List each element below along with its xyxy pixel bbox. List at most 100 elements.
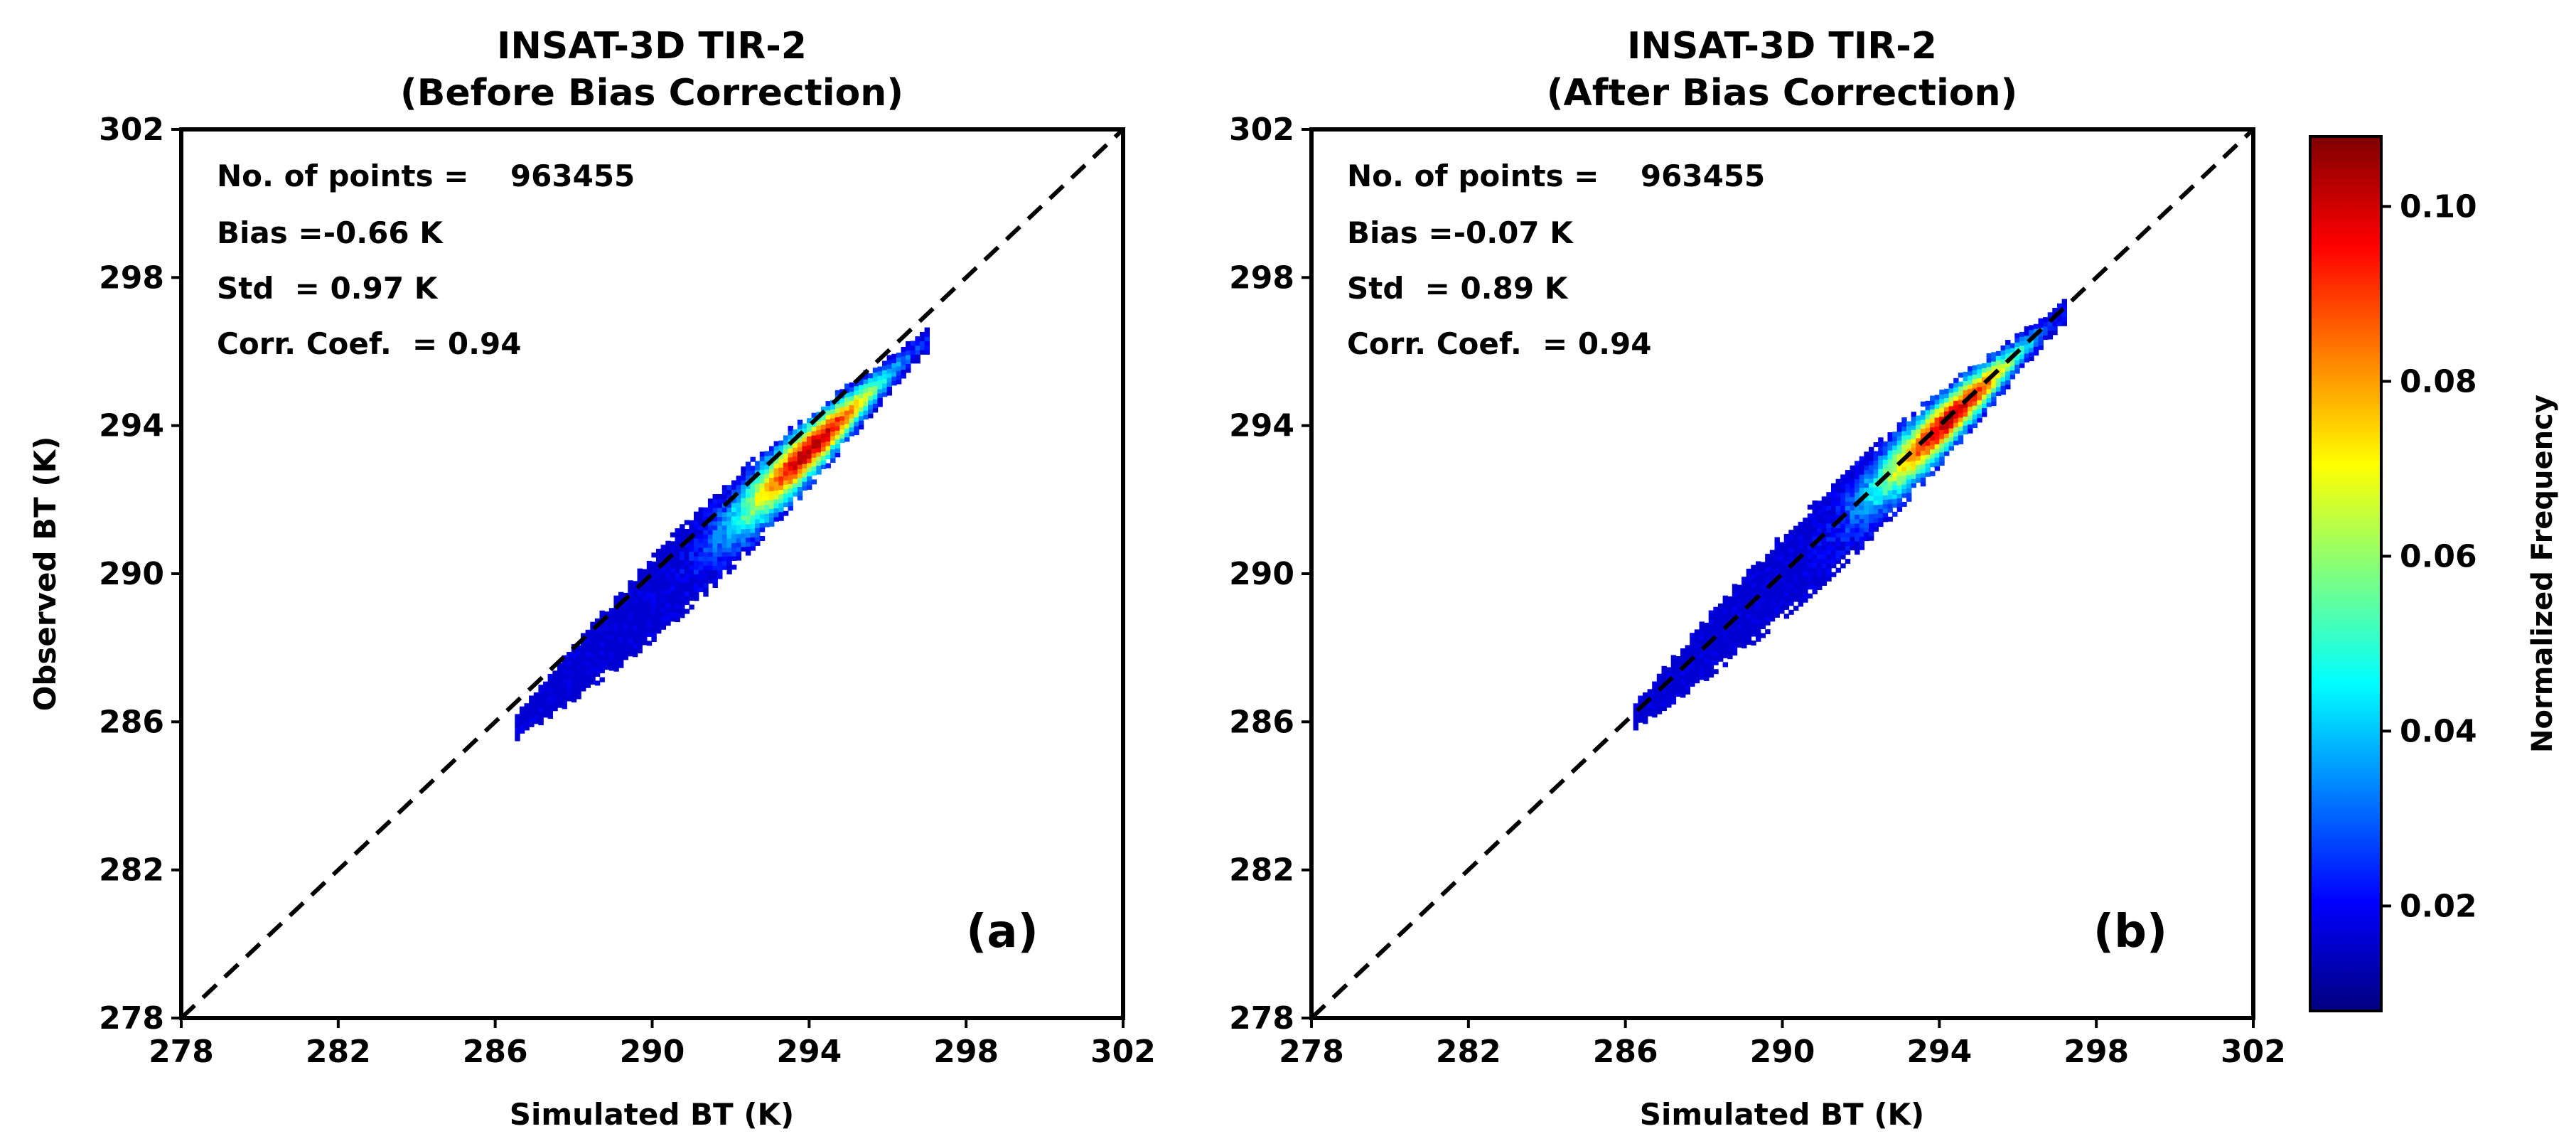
heatmap-cell (1934, 395, 1941, 400)
heatmap-cell (1982, 403, 1987, 409)
heatmap-cell (651, 588, 657, 594)
heatmap-cell (1779, 546, 1785, 552)
heatmap-cell (694, 556, 699, 562)
heatmap-cell (1812, 572, 1818, 577)
heatmap-cell (755, 505, 761, 510)
heatmap-cell (1803, 557, 1808, 563)
heatmap-cell (707, 512, 714, 517)
heatmap-cell (1963, 429, 1968, 435)
heatmap-cell (1746, 568, 1752, 574)
heatmap-cell (684, 564, 690, 569)
heatmap-cell (1878, 455, 1884, 461)
heatmap-cell (684, 533, 690, 539)
heatmap-cell (750, 532, 756, 537)
heatmap-cell (788, 452, 793, 458)
heatmap-cell (1774, 586, 1780, 591)
heatmap-cell (1732, 619, 1738, 625)
heatmap-cell (2019, 336, 2025, 342)
heatmap-cell (703, 529, 709, 535)
heatmap-cell (736, 476, 741, 481)
heatmap-cell (820, 441, 827, 447)
heatmap-cell (1887, 516, 1893, 522)
heatmap-cell (2038, 331, 2044, 337)
heatmap-cell (769, 508, 775, 513)
heatmap-cell (896, 379, 902, 385)
heatmap-cell (736, 493, 741, 499)
heatmap-cell (656, 601, 662, 607)
heatmap-cell (1803, 530, 1808, 536)
heatmap-cell (1920, 468, 1926, 473)
heatmap-cell (721, 507, 728, 513)
heatmap-cell (807, 431, 812, 437)
heatmap-cell (1793, 552, 1799, 558)
heatmap-cell (759, 509, 766, 515)
heatmap-cell (1916, 415, 1921, 421)
heatmap-cell (2052, 321, 2058, 326)
heatmap-cell (1708, 646, 1714, 651)
heatmap-cell (604, 620, 610, 626)
heatmap-cell (1840, 545, 1846, 551)
heatmap-cell (613, 658, 619, 663)
heatmap-cell (736, 502, 741, 508)
heatmap-cell (1756, 601, 1761, 606)
heatmap-cell (703, 574, 709, 579)
panel-b-title-line1: INSAT-3D TIR-2 (1627, 25, 1937, 68)
panel-a-xlabel: Simulated BT (K) (510, 1097, 795, 1132)
heatmap-cell (1930, 462, 1936, 468)
heatmap-cell (811, 466, 817, 471)
heatmap-cell (1793, 539, 1799, 545)
heatmap-cell (1835, 528, 1841, 533)
heatmap-cell (1661, 679, 1667, 685)
heatmap-cell (778, 507, 784, 513)
heatmap-cell (608, 665, 615, 671)
heatmap-cell (1812, 518, 1818, 523)
heatmap-cell (731, 489, 737, 495)
heatmap-cell (599, 610, 605, 616)
heatmap-cell (571, 680, 577, 685)
heatmap-cell (567, 696, 572, 702)
heatmap-cell (1765, 562, 1771, 568)
heatmap-cell (849, 417, 854, 423)
heatmap-cell (519, 710, 525, 716)
heatmap-cell (773, 503, 779, 508)
heatmap-cell (755, 500, 761, 506)
heatmap-cell (1939, 461, 1945, 466)
panel-b-xlabel: Simulated BT (K) (1640, 1097, 1925, 1132)
heatmap-cell (849, 405, 854, 410)
heatmap-cell (524, 716, 530, 722)
heatmap-cell (651, 592, 657, 598)
heatmap-cell (1708, 663, 1714, 669)
panel-b-reference-line (1309, 127, 2255, 1020)
heatmap-cell (1652, 685, 1658, 691)
heatmap-cell (1680, 692, 1686, 698)
heatmap-cell (1812, 527, 1818, 532)
heatmap-cell (632, 630, 638, 636)
heatmap-cell (1925, 463, 1931, 468)
heatmap-cell (1793, 579, 1799, 584)
heatmap-cell (745, 483, 751, 489)
heatmap-cell (1699, 661, 1705, 667)
heatmap-cell (886, 364, 892, 369)
heatmap-cell (1732, 628, 1738, 633)
heatmap-cell (581, 646, 586, 652)
heatmap-cell (834, 417, 841, 422)
heatmap-cell (1788, 591, 1794, 597)
heatmap-cell (2000, 358, 2006, 364)
y-tick-label: 302 (99, 112, 164, 148)
heatmap-cell (745, 471, 751, 476)
heatmap-cell (1968, 419, 1973, 425)
heatmap-cell (745, 510, 751, 516)
heatmap-cell (1661, 670, 1667, 676)
heatmap-cell (1769, 612, 1776, 618)
heatmap-cell (1982, 363, 1987, 368)
heatmap-cell (717, 542, 723, 548)
heatmap-cell (2024, 344, 2029, 349)
heatmap-cell (736, 498, 741, 503)
heatmap-cell (1977, 413, 1982, 419)
heatmap-cell (726, 520, 732, 526)
heatmap-cell (689, 564, 694, 570)
heatmap-cell (1694, 673, 1700, 679)
heatmap-cell (576, 668, 581, 673)
heatmap-cell (1685, 645, 1690, 650)
heatmap-cell (1821, 500, 1828, 506)
